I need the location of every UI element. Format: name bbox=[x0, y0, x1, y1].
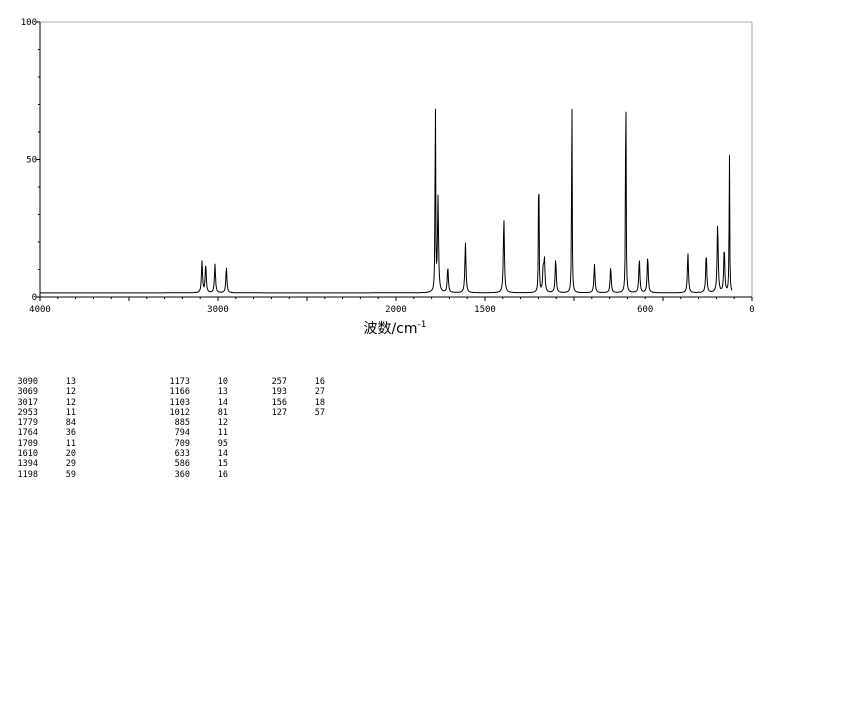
peak-wavenumber: 193 bbox=[271, 387, 287, 398]
peak-intensity: 84 bbox=[65, 418, 76, 429]
peak-intensity: 59 bbox=[65, 469, 76, 480]
peak-intensity: 13 bbox=[217, 387, 228, 398]
peak-intensity: 18 bbox=[314, 397, 325, 408]
peak-wavenumber: 360 bbox=[174, 469, 190, 480]
peak-wavenumber: 156 bbox=[271, 397, 287, 408]
peak-wavenumber: 1394 bbox=[17, 459, 38, 470]
x-axis-title: 波数/cm-1 bbox=[363, 320, 426, 337]
peak-table: 3090 13 3069 12 3017 12 2953 11 1779 84 1764 36 1709… bbox=[0, 377, 850, 487]
spectrum-chart: 0 50 100 4000 3000 2000 1500 600 0 波数/cm-1 bbox=[21, 18, 755, 337]
peak-intensity: 12 bbox=[217, 418, 228, 429]
peak-intensity: 11 bbox=[65, 438, 76, 449]
x-tick-label: 3000 bbox=[207, 305, 229, 315]
peak-intensity: 12 bbox=[65, 397, 76, 408]
peak-intensity: 95 bbox=[217, 438, 228, 449]
peak-wavenumber: 633 bbox=[174, 449, 190, 460]
peak-wavenumber: 709 bbox=[174, 438, 190, 449]
peak-wavenumber: 3090 bbox=[17, 377, 38, 387]
y-tick-label: 0 bbox=[32, 293, 37, 303]
peak-wavenumber: 586 bbox=[174, 459, 190, 470]
spectrum-line bbox=[40, 108, 733, 294]
x-tick-label: 2000 bbox=[385, 305, 407, 315]
peak-wavenumber: 257 bbox=[271, 377, 287, 387]
peak-intensity: 13 bbox=[65, 377, 76, 387]
peak-intensity: 57 bbox=[314, 407, 325, 418]
peak-wavenumber: 3069 bbox=[17, 387, 38, 398]
x-tick-label: 1500 bbox=[474, 305, 496, 315]
peak-wavenumber: 885 bbox=[174, 418, 190, 429]
peak-wavenumber: 1198 bbox=[17, 469, 38, 480]
peak-wavenumber: 1709 bbox=[17, 438, 38, 449]
peak-intensity: 14 bbox=[217, 397, 228, 408]
peak-intensity: 11 bbox=[217, 428, 228, 439]
peak-intensity: 16 bbox=[217, 469, 228, 480]
peak-intensity: 81 bbox=[217, 407, 228, 418]
peak-wavenumber: 2953 bbox=[17, 407, 38, 418]
x-tick-label: 600 bbox=[637, 305, 653, 315]
x-tick-label: 4000 bbox=[29, 305, 51, 315]
tick-group: 0 50 100 4000 3000 2000 1500 600 0 bbox=[21, 18, 755, 315]
peak-wavenumber: 127 bbox=[271, 407, 287, 418]
x-tick-label: 0 bbox=[749, 305, 754, 315]
plot-frame bbox=[39, 21, 753, 298]
peak-wavenumber: 1610 bbox=[17, 449, 38, 460]
y-tick-label: 50 bbox=[26, 156, 37, 166]
peak-intensity: 11 bbox=[65, 407, 76, 418]
peak-intensity: 20 bbox=[65, 449, 76, 460]
x-axis-title-superscript: -1 bbox=[418, 320, 427, 330]
peak-wavenumber: 794 bbox=[174, 428, 190, 439]
x-axis-title-main: 波数/cm bbox=[363, 321, 417, 337]
peak-intensity: 16 bbox=[314, 377, 325, 387]
y-tick-label: 100 bbox=[21, 18, 37, 28]
peak-intensity: 15 bbox=[217, 459, 228, 470]
peak-intensity: 14 bbox=[217, 449, 228, 460]
peak-wavenumber: 1103 bbox=[169, 397, 190, 408]
peak-wavenumber: 1764 bbox=[17, 428, 38, 439]
peak-wavenumber: 1779 bbox=[17, 418, 38, 429]
peak-wavenumber: 1173 bbox=[169, 377, 190, 387]
peak-intensity: 36 bbox=[65, 428, 76, 439]
peak-wavenumber: 1166 bbox=[169, 387, 190, 398]
peak-wavenumber: 3017 bbox=[17, 397, 38, 408]
peak-intensity: 27 bbox=[314, 387, 325, 398]
peak-wavenumber: 1012 bbox=[169, 407, 190, 418]
peak-intensity: 10 bbox=[217, 377, 228, 387]
peak-intensity: 29 bbox=[65, 459, 76, 470]
spectrum-line-group bbox=[40, 108, 733, 294]
peak-intensity: 12 bbox=[65, 387, 76, 398]
